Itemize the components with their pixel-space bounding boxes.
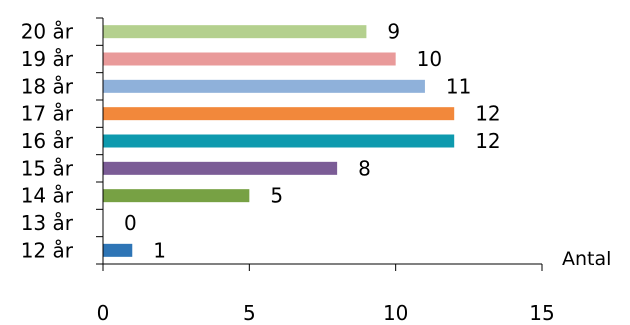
category-label: 18 år xyxy=(21,74,74,98)
category-label: 19 år xyxy=(21,47,74,71)
bar xyxy=(103,134,455,148)
bar xyxy=(103,52,396,66)
value-label: 5 xyxy=(270,184,283,208)
category-label: 20 år xyxy=(21,20,74,44)
value-label: 10 xyxy=(417,47,442,71)
bar xyxy=(103,25,367,39)
x-tick-label: 15 xyxy=(529,301,554,325)
bar xyxy=(103,79,425,93)
value-label: 8 xyxy=(358,156,371,180)
category-label: 16 år xyxy=(21,129,74,153)
category-label: 15 år xyxy=(21,156,74,180)
x-tick-label: 5 xyxy=(243,301,256,325)
value-label: 12 xyxy=(475,102,500,126)
category-label: 14 år xyxy=(21,184,74,208)
bar xyxy=(103,243,133,257)
category-label: 12 år xyxy=(21,238,74,262)
x-tick-label: 10 xyxy=(383,301,408,325)
bar xyxy=(103,107,455,121)
category-label: 17 år xyxy=(21,102,74,126)
x-tick-label: 0 xyxy=(97,301,110,325)
bar xyxy=(103,161,338,175)
value-label: 1 xyxy=(153,238,166,262)
category-label: 13 år xyxy=(21,211,74,235)
ticks-group xyxy=(96,17,543,271)
labels-group: 12 år 1 13 år 0 14 år 5 15 år 8 16 år 12 17 år 12 18… xyxy=(21,20,555,325)
bar xyxy=(103,189,250,203)
x-axis-title: Antal xyxy=(562,248,611,270)
value-label: 11 xyxy=(446,74,471,98)
bars-group xyxy=(103,25,455,257)
value-label: 12 xyxy=(475,129,500,153)
axes-group xyxy=(102,18,542,265)
value-label: 9 xyxy=(387,20,400,44)
value-label: 0 xyxy=(124,211,137,235)
